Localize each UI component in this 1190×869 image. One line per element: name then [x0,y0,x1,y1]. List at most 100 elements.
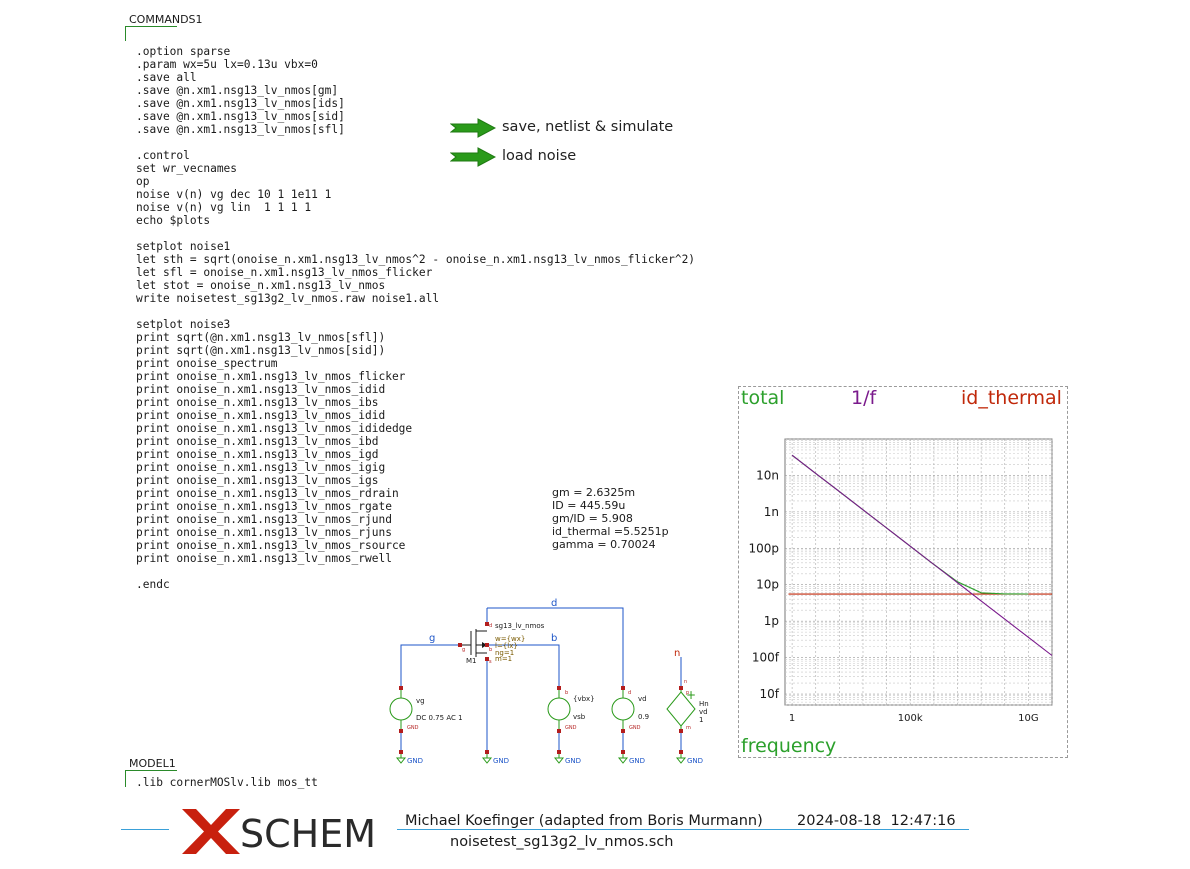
x-tick-label: 10G [1018,713,1038,724]
commands-block-bracket [125,26,177,41]
command-line [136,565,695,578]
ground-symbol: GND [617,750,645,765]
launcher-save-netlist-simulate[interactable]: save, netlist & simulate [450,118,690,138]
legend-id-thermal: id_thermal [961,387,1062,409]
command-line: .save @n.xm1.nsg13_lv_nmos[gm] [136,84,339,97]
pin-label-n: n [684,679,687,685]
y-tick-label: 10f [760,687,780,701]
nmos-transistor: sg13_lv_nmos w={wx} l={lx} ng=1 m=1 M1 d… [458,622,545,665]
command-line: print onoise_n.xm1.nsg13_lv_nmos_rsource [136,539,406,552]
title-bar-line-left [121,829,169,830]
mosfet-name: M1 [466,657,477,665]
time: 12:47:16 [890,813,956,829]
series-1-f [791,454,1053,656]
command-line: let sfl = onoise_n.xm1.nsg13_lv_nmos_fli… [136,266,433,279]
command-line: set wr_vecnames [136,162,238,175]
command-line: print onoise_n.xm1.nsg13_lv_nmos_igig [136,461,386,474]
command-line: print onoise_n.xm1.nsg13_lv_nmos_ididedg… [136,422,413,435]
xschem-logo-text: SCHEM [240,812,377,856]
command-line: print onoise_n.xm1.nsg13_lv_nmos_rwell [136,552,392,565]
mosfet-model: sg13_lv_nmos [495,622,545,630]
op-result-id-thermal: id_thermal =5.5251p [552,525,669,538]
gnd-label: GND [629,757,645,765]
noise-plot-frame[interactable]: total 1/f id_thermal frequency [738,386,1068,758]
command-line: write noisetest_sg13g2_lv_nmos.raw noise… [136,292,440,305]
command-line: print onoise_n.xm1.nsg13_lv_nmos_idid [136,383,386,396]
mosfet-m: m=1 [495,655,512,663]
ground-symbols: GND GND GND GND GND [395,750,703,765]
ground-symbol: GND [481,750,509,765]
pin-label-b: b [565,690,568,696]
commands-block-title: COMMANDS1 [129,13,203,26]
model-block-bracket [125,770,177,787]
command-line [136,305,695,318]
command-line: print onoise_n.xm1.nsg13_lv_nmos_ibd [136,435,379,448]
op-result-id: ID = 445.59u [552,499,626,512]
source-value: 0.9 [638,713,649,721]
command-line: .param wx=5u lx=0.13u vbx=0 [136,58,318,71]
date: 2024-08-18 [797,813,882,829]
source-hn: + Hn vd 1 n p m [666,679,709,733]
command-line: noise v(n) vg lin 1 1 1 1 [136,201,312,214]
command-line: .save @n.xm1.nsg13_lv_nmos[sid] [136,110,345,123]
source-name: vsb [573,713,586,721]
mosfet-w: w={wx} [495,635,525,643]
gnd-label: GND [493,757,509,765]
mosfet-l: l={lx} [495,642,518,650]
schematic-filename: noisetest_sg13g2_lv_nmos.sch [450,834,674,850]
pin-label-g: g [462,647,465,653]
command-line: print onoise_n.xm1.nsg13_lv_nmos_igs [136,474,379,487]
command-line: setplot noise3 [136,318,231,331]
pin-label-p: p [686,690,689,696]
gnd-label: GND [565,757,581,765]
net-label-n: n [674,648,680,659]
launcher-label: save, netlist & simulate [502,119,674,135]
ground-symbol: GND [553,750,581,765]
y-tick-label: 10p [756,578,779,592]
source-vg: vg DC 0.75 AC 1 GND [389,686,463,733]
legend-1-f: 1/f [851,387,877,409]
plot-grid [785,438,1053,706]
date-time: 2024-08-18 12:47:16 [797,813,956,829]
model-code[interactable]: .lib cornerMOSlv.lib mos_tt [136,776,318,789]
source-value: {vbx} [573,695,595,703]
source-ctrl: vd [699,708,708,716]
pin-label-gnd: GND [565,725,577,731]
gnd-label: GND [687,757,703,765]
command-line: .option sparse [136,45,231,58]
y-tick-label: 1n [764,505,779,519]
author: Michael Koefinger (adapted from Boris Mu… [405,813,763,829]
command-line: let sth = sqrt(onoise_n.xm1.nsg13_lv_nmo… [136,253,696,266]
command-line: print onoise_n.xm1.nsg13_lv_nmos_rdrain [136,487,399,500]
source-vsb: {vbx} vsb b GND [547,686,595,733]
x-tick-label: 100k [898,713,923,724]
model-block-title: MODEL1 [129,757,176,770]
source-name: vd [638,695,647,703]
svg-text:+: + [686,688,696,702]
mosfet-ng: ng=1 [495,649,514,657]
plot-series [788,454,1053,656]
green-arrow-icon [450,118,496,138]
command-line: print onoise_n.xm1.nsg13_lv_nmos_idid [136,409,386,422]
wires [400,607,682,752]
command-line [136,227,695,240]
y-tick-labels: 10n 1n 100p 10p 1p 100f 10f [748,468,779,701]
gnd-label: GND [407,757,423,765]
command-line: .save @n.xm1.nsg13_lv_nmos[ids] [136,97,345,110]
command-line: .save @n.xm1.nsg13_lv_nmos[sfl] [136,123,345,136]
pin-label-d: d [628,690,631,696]
x-tick-labels: 1 100k 10G [789,713,1039,724]
pin-label-gnd: GND [407,725,419,731]
command-line: print onoise_n.xm1.nsg13_lv_nmos_rjuns [136,526,392,539]
pin-label-b: b [489,647,492,653]
commands-code[interactable]: .option sparse .param wx=5u lx=0.13u vbx=… [136,45,695,591]
net-label-b: b [551,633,557,644]
net-labels: d g b n [429,598,680,659]
launcher-load-noise[interactable]: load noise [450,147,690,167]
x-axis-label: frequency [741,735,837,757]
op-result-gm-id: gm/ID = 5.908 [552,512,633,525]
ground-symbol: GND [675,750,703,765]
command-line: print onoise_n.xm1.nsg13_lv_nmos_igd [136,448,379,461]
noise-chart[interactable]: 10n 1n 100p 10p 1p 100f 10f 1 100k 10G [738,386,1068,758]
schematic[interactable]: d g b n sg13_lv_nmos w={wx} l={lx} ng=1 … [380,595,720,775]
